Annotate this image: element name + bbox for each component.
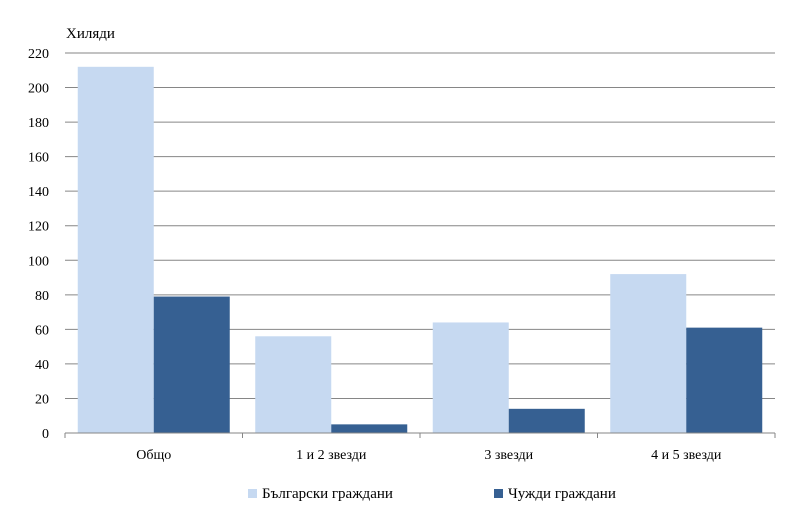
legend-label-bulgarian: Български граждани [262,486,393,502]
bars [77,66,763,434]
x-tick-label: 1 и 2 звезди [296,448,367,463]
bar-foreign [331,424,408,433]
bar-foreign [508,408,585,433]
x-axis-labels: Общо 1 и 2 звезди 3 звезди 4 и 5 звезди [136,448,722,463]
y-tick-label: 40 [35,358,49,373]
bar-bulgarian [77,66,154,434]
bar-foreign [153,296,230,433]
y-unit-label: Хиляди [66,26,115,42]
y-tick-label: 220 [28,47,49,62]
bar-bulgarian [610,274,687,433]
y-tick-label: 140 [28,185,49,200]
y-tick-label: 20 [35,392,49,407]
bar-bulgarian [255,336,332,433]
y-axis-ticks: 0 20 40 60 80 100 120 140 160 180 200 220 [28,47,49,442]
legend-swatch-bulgarian [248,489,257,498]
y-tick-label: 180 [28,116,49,131]
x-tick-label: 3 звезди [484,448,533,463]
x-tick-label: Общо [136,448,171,463]
legend: Български граждани Чужди граждани [248,486,616,502]
legend-swatch-foreign [494,489,503,498]
y-tick-label: 200 [28,82,49,97]
y-tick-label: 120 [28,220,49,235]
x-axis [64,432,776,438]
y-tick-label: 160 [28,151,49,166]
x-tick-label: 4 и 5 звезди [651,448,722,463]
bar-bulgarian [432,322,509,433]
y-tick-label: 60 [35,323,49,338]
y-tick-label: 80 [35,289,49,304]
bar-foreign [686,327,763,433]
y-tick-label: 100 [28,254,49,269]
y-tick-label: 0 [42,427,49,442]
legend-label-foreign: Чужди граждани [508,486,616,502]
